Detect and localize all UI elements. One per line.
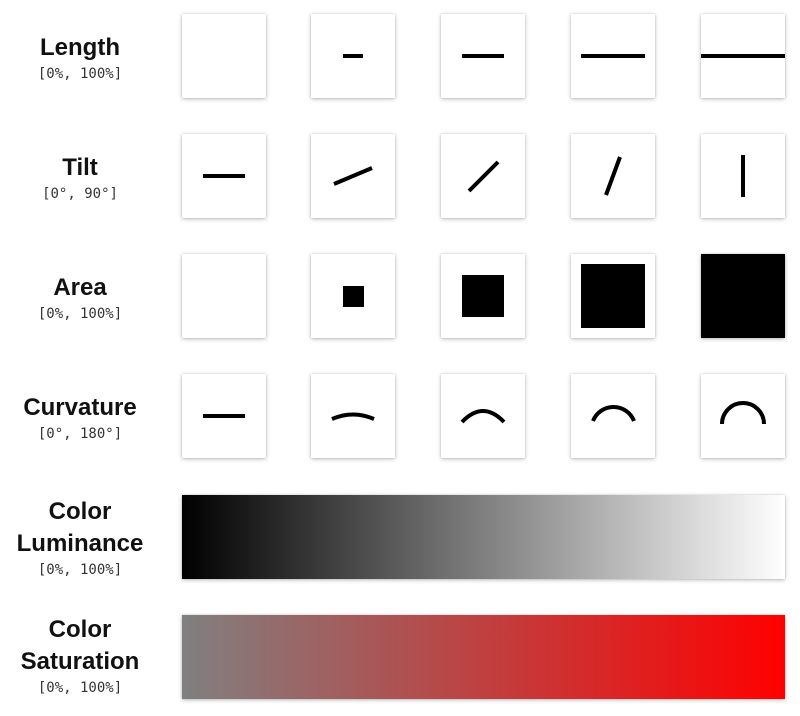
tilt-swatch-0 <box>182 134 266 218</box>
curvature-swatch-180 <box>701 374 785 458</box>
length-swatch-100 <box>701 14 785 98</box>
curvature-range: [0°, 180°] <box>37 426 123 442</box>
length-row: Length [0%, 100%] <box>0 14 800 100</box>
color-luminance-gradient-bar <box>182 495 785 579</box>
curvature-swatch-90 <box>441 374 525 458</box>
area-label: Area [0%, 100%] <box>0 272 160 324</box>
color-luminance-label: Color Luminance [0%, 100%] <box>0 496 160 580</box>
length-swatch-75 <box>571 14 655 98</box>
length-swatch-50 <box>441 14 525 98</box>
color-saturation-label: Color Saturation [0%, 100%] <box>0 614 160 698</box>
curvature-swatch-135 <box>571 374 655 458</box>
tilt-name: Tilt <box>62 154 98 181</box>
tilt-swatch-45 <box>441 134 525 218</box>
tilt-swatch-90 <box>701 134 785 218</box>
length-range: [0%, 100%] <box>37 66 123 82</box>
area-range: [0%, 100%] <box>37 306 123 322</box>
curvature-swatch-45 <box>311 374 395 458</box>
length-swatch-25 <box>311 14 395 98</box>
area-row: Area [0%, 100%] <box>0 254 800 340</box>
length-swatch-0 <box>182 14 266 98</box>
length-name: Length <box>40 34 120 61</box>
color-saturation-row: Color Saturation [0%, 100%] <box>0 614 800 700</box>
tilt-label: Tilt [0°, 90°] <box>0 152 160 204</box>
curvature-label: Curvature [0°, 180°] <box>0 392 160 444</box>
color-luminance-name-line2: Luminance <box>16 530 144 557</box>
area-swatch-6 <box>311 254 395 338</box>
color-saturation-name-line1: Color <box>48 616 112 643</box>
area-swatch-0 <box>182 254 266 338</box>
color-saturation-range: [0%, 100%] <box>37 680 123 696</box>
tilt-swatch-22 <box>311 134 395 218</box>
tilt-row: Tilt [0°, 90°] <box>0 134 800 220</box>
curvature-name: Curvature <box>23 394 137 421</box>
area-name: Area <box>53 274 107 301</box>
curvature-row: Curvature [0°, 180°] <box>0 374 800 460</box>
curvature-swatch-0 <box>182 374 266 458</box>
area-swatch-56 <box>571 254 655 338</box>
color-luminance-range: [0%, 100%] <box>37 562 123 578</box>
tilt-swatch-67 <box>571 134 655 218</box>
area-swatch-100 <box>701 254 785 338</box>
area-swatch-25 <box>441 254 525 338</box>
color-luminance-name-line1: Color <box>48 498 112 525</box>
color-saturation-gradient-bar <box>182 615 785 699</box>
color-saturation-name-line2: Saturation <box>20 648 140 675</box>
tilt-range: [0°, 90°] <box>42 186 118 202</box>
length-label: Length [0%, 100%] <box>0 32 160 84</box>
color-luminance-row: Color Luminance [0%, 100%] <box>0 494 800 580</box>
